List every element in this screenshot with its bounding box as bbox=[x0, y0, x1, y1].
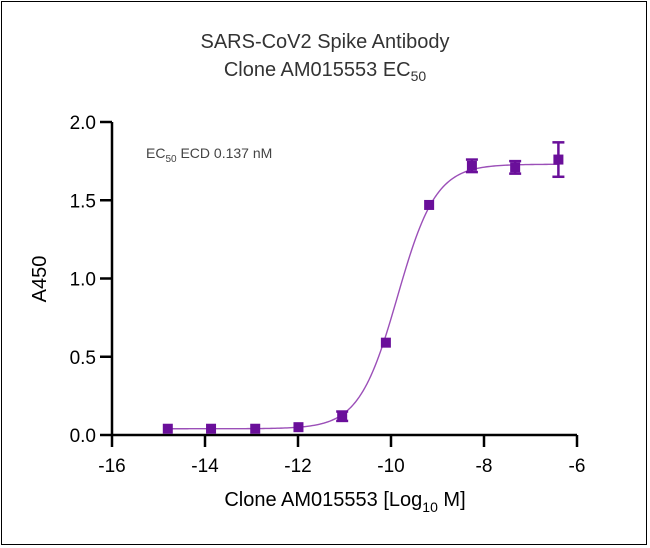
y-axis-title: A450 bbox=[29, 256, 51, 303]
chart-subtitle-main: Clone AM015553 EC bbox=[223, 59, 411, 81]
data-point bbox=[293, 422, 304, 433]
x-tick-label: -6 bbox=[569, 456, 586, 477]
data-points bbox=[162, 141, 565, 434]
fit-curve bbox=[167, 163, 559, 430]
data-point bbox=[206, 423, 217, 434]
x-tick-label: -14 bbox=[191, 456, 219, 477]
data-point bbox=[424, 199, 435, 210]
data-point bbox=[380, 337, 391, 348]
y-tick-label: 2.0 bbox=[70, 113, 96, 134]
data-point bbox=[465, 158, 478, 174]
y-tick-label: 1.0 bbox=[70, 270, 96, 291]
data-point bbox=[552, 141, 565, 179]
axes: -16 -14 -12 -10 -8 -6 0.0 0.5 1.0 1.5 2.0 bbox=[70, 113, 586, 477]
x-axis-title: Clone AM015553 [Log10 M] bbox=[224, 489, 465, 515]
chart-subtitle-sub: 50 bbox=[410, 68, 427, 84]
data-point bbox=[336, 410, 349, 423]
y-tick-label: 0.5 bbox=[70, 348, 96, 369]
chart-title: SARS-CoV2 Spike Antibody bbox=[200, 31, 450, 53]
data-point bbox=[509, 159, 522, 175]
x-tick-label: -12 bbox=[284, 456, 311, 477]
x-tick-label: -10 bbox=[377, 456, 404, 477]
x-tick-label: -16 bbox=[98, 456, 125, 477]
chart-subtitle: Clone AM015553 EC50 bbox=[0, 58, 650, 84]
data-point bbox=[250, 423, 261, 434]
ec50-annotation: EC50 ECD 0.137 nM bbox=[146, 145, 272, 165]
y-tick-label: 0.0 bbox=[70, 426, 96, 447]
y-tick-label: 1.5 bbox=[70, 191, 96, 212]
x-tick-label: -8 bbox=[476, 456, 493, 477]
data-point bbox=[162, 423, 173, 434]
